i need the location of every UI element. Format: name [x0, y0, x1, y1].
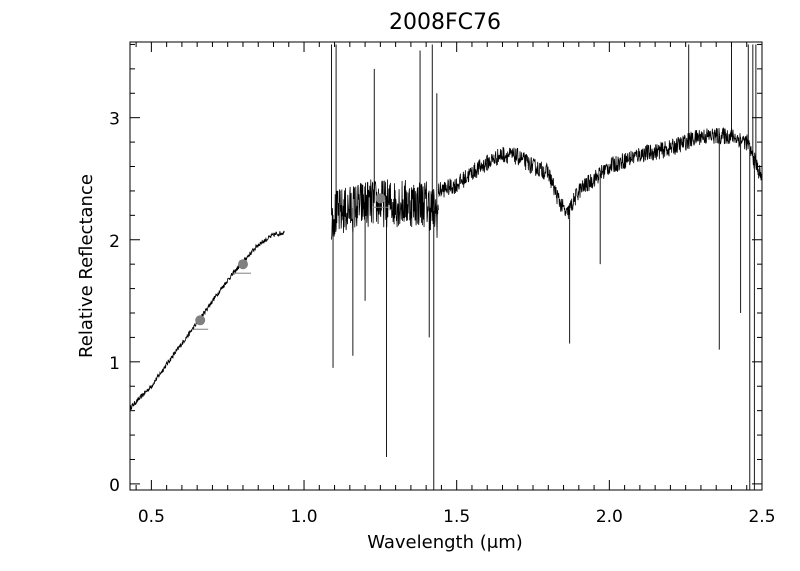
y-tick-label: 3 [109, 110, 120, 130]
photometry-point [238, 259, 248, 270]
y-axis: 0 1 2 3 [109, 43, 762, 496]
x-axis-label: Wavelength (μm) [367, 532, 523, 553]
spectrum-series-3 [437, 127, 763, 220]
x-tick-label: 2.5 [748, 507, 775, 527]
x-tick-label: 1.5 [443, 507, 470, 527]
x-tick-label: 1.0 [291, 507, 318, 527]
plot-frame [129, 41, 763, 491]
x-axis: 0.5 1.0 1.5 2.0 2.5 [135, 42, 776, 527]
plot-area [129, 44, 763, 490]
x-axis-label-unit: μm [487, 532, 516, 553]
x-axis-label-text: Wavelength ( [367, 532, 487, 553]
y-tick-label: 1 [109, 354, 120, 374]
y-tick-label: 2 [109, 232, 120, 252]
photometry-point [195, 315, 206, 326]
photometry-point [375, 193, 386, 204]
y-axis-label: Relative Reflectance [76, 174, 97, 358]
spectrum-series-1 [129, 230, 285, 411]
x-axis-label-close: ) [516, 532, 523, 553]
y-tick-label: 0 [109, 476, 120, 496]
chart-title: 2008FC76 [389, 10, 501, 35]
spectrum-series-2 [331, 179, 439, 240]
x-tick-label: 0.5 [138, 507, 165, 527]
x-tick-label: 2.0 [596, 507, 623, 527]
